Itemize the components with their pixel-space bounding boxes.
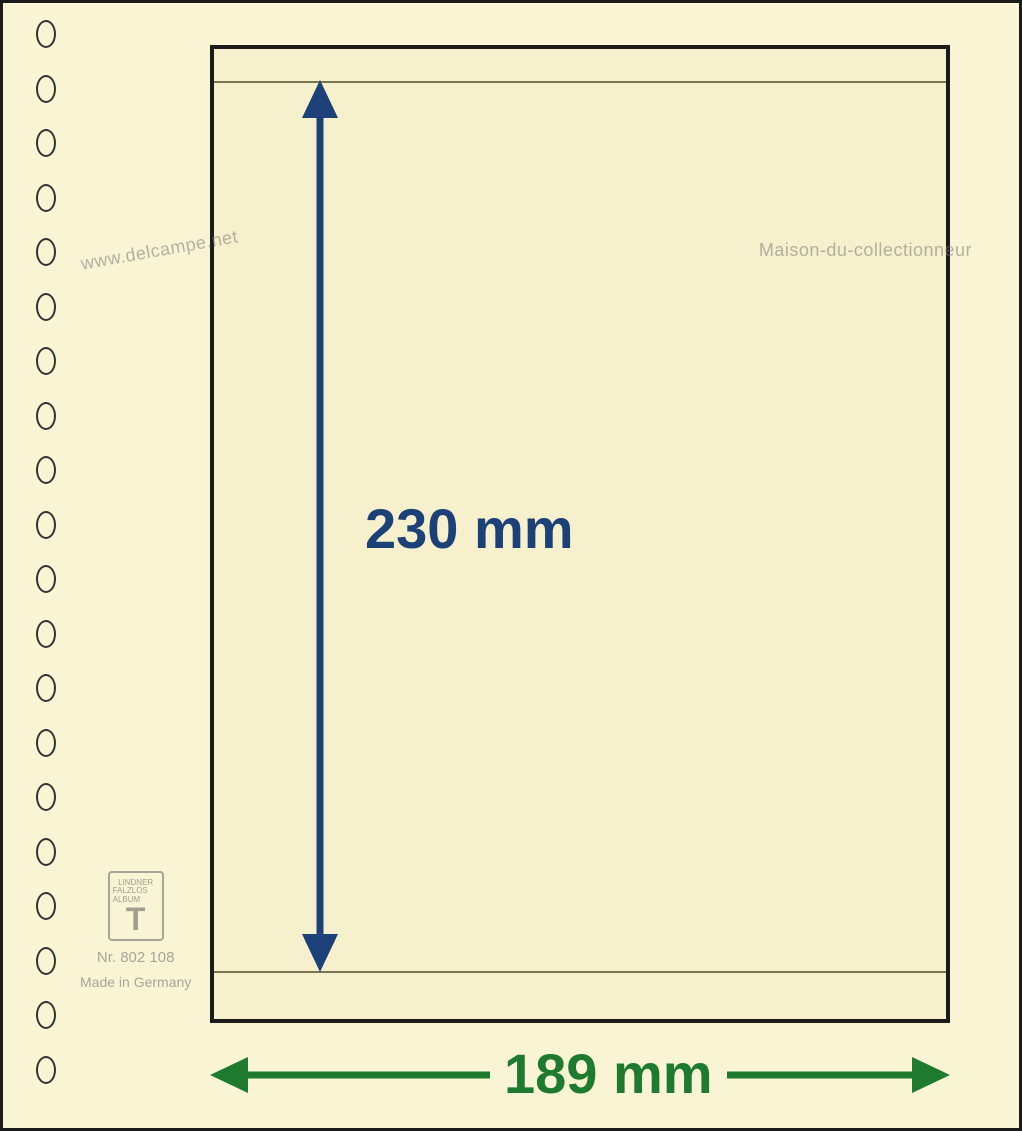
binder-hole: [36, 1001, 56, 1029]
binder-hole: [36, 293, 56, 321]
width-label: 189 mm: [490, 1041, 727, 1106]
binder-hole: [36, 184, 56, 212]
binder-hole: [36, 729, 56, 757]
binder-hole: [36, 565, 56, 593]
lindner-logo-icon: LINDNER FALZLOS ALBUM T: [108, 871, 164, 941]
binder-hole: [36, 456, 56, 484]
product-number: Nr. 802 108: [97, 949, 175, 966]
height-dimension-arrow: [300, 80, 340, 972]
product-meta: LINDNER FALZLOS ALBUM T Nr. 802 108 Made…: [80, 871, 191, 991]
binder-hole: [36, 620, 56, 648]
binder-hole: [36, 783, 56, 811]
binder-hole: [36, 838, 56, 866]
binder-hole: [36, 129, 56, 157]
binder-hole: [36, 674, 56, 702]
binder-holes: [36, 20, 56, 1084]
binder-hole: [36, 347, 56, 375]
album-page: 230 mm 189 mm www.delcampe.net Maison-du…: [0, 0, 1022, 1131]
arrow-right-icon: [912, 1057, 950, 1093]
binder-hole: [36, 20, 56, 48]
watermark-maison: Maison-du-collectionneur: [759, 240, 972, 261]
binder-hole: [36, 238, 56, 266]
binder-hole: [36, 947, 56, 975]
binder-hole: [36, 511, 56, 539]
height-arrow-line: [317, 108, 324, 944]
binder-hole: [36, 75, 56, 103]
height-label: 230 mm: [365, 496, 574, 561]
arrow-down-icon: [302, 934, 338, 972]
brand-t: T: [126, 905, 146, 934]
binder-hole: [36, 402, 56, 430]
binder-hole: [36, 1056, 56, 1084]
binder-hole: [36, 892, 56, 920]
made-in-label: Made in Germany: [80, 974, 191, 991]
